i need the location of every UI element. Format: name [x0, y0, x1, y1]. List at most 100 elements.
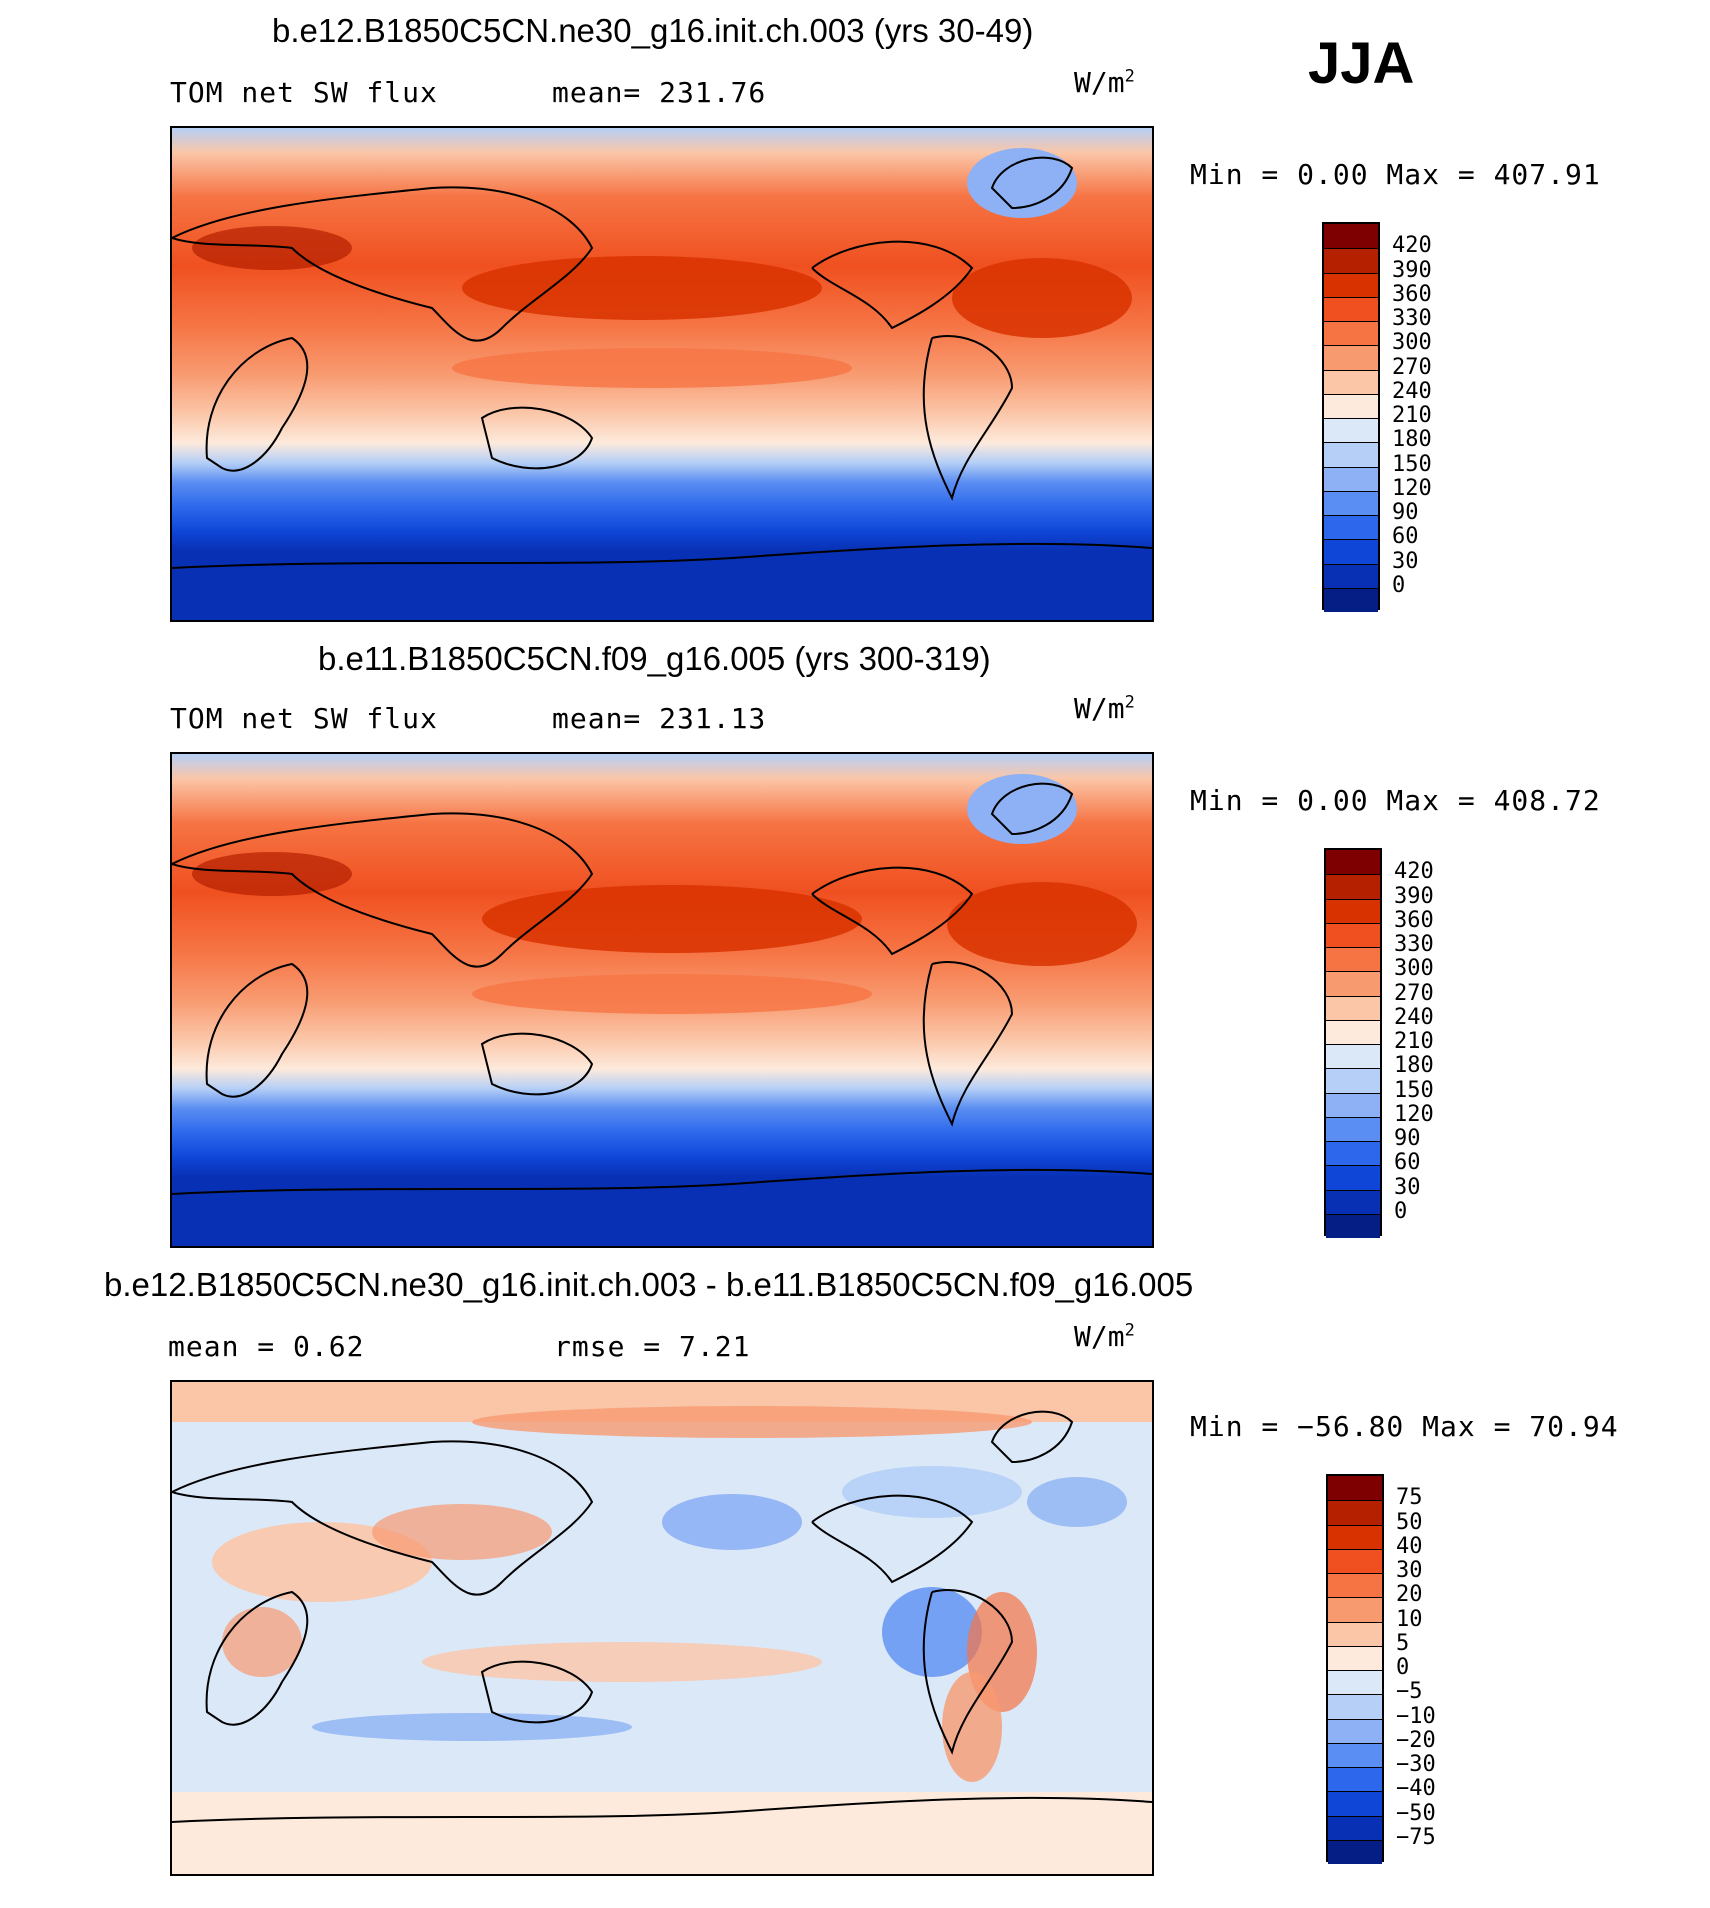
- colorbar-segment: [1328, 1767, 1382, 1792]
- panel-3-colorbar: [1326, 1474, 1384, 1864]
- panel-3-map: [170, 1380, 1154, 1876]
- panel-2-map: [170, 752, 1154, 1248]
- season-label: JJA: [1308, 31, 1415, 96]
- colorbar-segment: [1326, 1116, 1380, 1141]
- colorbar-segment: [1324, 272, 1378, 297]
- colorbar-tick-label: 20: [1396, 1582, 1423, 1608]
- colorbar-segment: [1328, 1718, 1382, 1743]
- colorbar-tick-label: 360: [1392, 281, 1432, 307]
- panel-1-map: [170, 126, 1154, 622]
- colorbar-tick-label: 270: [1394, 980, 1434, 1006]
- colorbar-segment: [1326, 1019, 1380, 1044]
- colorbar-segment: [1328, 1524, 1382, 1549]
- colorbar-segment: [1324, 321, 1378, 346]
- panel-2-minmax: Min = 0.00 Max = 408.72: [1190, 784, 1601, 817]
- colorbar-segment: [1324, 539, 1378, 564]
- panel-2-variable-label: TOM net SW flux: [170, 702, 438, 735]
- colorbar-segment: [1328, 1500, 1382, 1525]
- colorbar-segment: [1324, 563, 1378, 588]
- panel-2-field: [172, 754, 1152, 1246]
- panel-3-mean-label: mean = 0.62: [168, 1330, 365, 1363]
- colorbar-tick-label: 120: [1392, 475, 1432, 501]
- colorbar-tick-label: 390: [1394, 883, 1434, 909]
- colorbar-segment: [1324, 345, 1378, 370]
- colorbar-tick-label: −10: [1396, 1703, 1436, 1729]
- colorbar-tick-label: 30: [1392, 548, 1419, 574]
- colorbar-tick-label: 60: [1392, 524, 1419, 550]
- panel-1-mean-label: mean= 231.76: [552, 76, 767, 109]
- colorbar-tick-label: 420: [1394, 859, 1434, 885]
- colorbar-tick-label: 210: [1394, 1029, 1434, 1054]
- colorbar-segment: [1326, 922, 1380, 947]
- colorbar-segment: [1326, 995, 1380, 1020]
- panel-2-mean-label: mean= 231.13: [552, 702, 767, 735]
- colorbar-segment: [1328, 1742, 1382, 1767]
- panel-1-colorbar: [1322, 222, 1380, 612]
- colorbar-tick-label: 75: [1396, 1485, 1423, 1511]
- colorbar-segment: [1328, 1694, 1382, 1719]
- colorbar-tick-label: 5: [1396, 1630, 1410, 1656]
- colorbar-segment: [1328, 1621, 1382, 1646]
- colorbar-segment: [1324, 369, 1378, 394]
- panel-3-title: b.e12.B1850C5CN.ne30_g16.init.ch.003 - b…: [104, 1266, 1194, 1303]
- colorbar-tick-label: 330: [1392, 306, 1432, 331]
- colorbar-segment: [1328, 1548, 1382, 1573]
- colorbar-segment: [1328, 1573, 1382, 1598]
- colorbar-tick-label: 360: [1394, 907, 1434, 933]
- panel-1-units: W/m2: [1074, 66, 1135, 99]
- colorbar-tick-label: −75: [1396, 1824, 1436, 1850]
- colorbar-tick-label: 210: [1392, 403, 1432, 428]
- colorbar-tick-label: 240: [1392, 378, 1432, 404]
- panel-2-colorbar: [1324, 848, 1382, 1238]
- colorbar-tick-label: 300: [1394, 956, 1434, 982]
- colorbar-segment: [1326, 1141, 1380, 1166]
- panel-1-variable-label: TOM net SW flux: [170, 76, 438, 109]
- colorbar-tick-label: 180: [1394, 1053, 1434, 1079]
- colorbar-segment: [1328, 1815, 1382, 1840]
- colorbar-segment: [1328, 1476, 1382, 1501]
- colorbar-tick-label: 90: [1394, 1126, 1421, 1151]
- colorbar-segment: [1324, 490, 1378, 515]
- panel-1-title: b.e12.B1850C5CN.ne30_g16.init.ch.003 (yr…: [272, 12, 1034, 49]
- colorbar-tick-label: 150: [1392, 451, 1432, 477]
- colorbar-tick-label: 40: [1396, 1533, 1423, 1559]
- colorbar-tick-label: 240: [1394, 1004, 1434, 1030]
- colorbar-segment: [1326, 1189, 1380, 1214]
- colorbar-segment: [1326, 971, 1380, 996]
- colorbar-tick-label: 30: [1396, 1558, 1423, 1583]
- colorbar-segment: [1328, 1670, 1382, 1695]
- colorbar-segment: [1324, 442, 1378, 467]
- colorbar-segment: [1326, 1092, 1380, 1117]
- colorbar-segment: [1328, 1791, 1382, 1816]
- panel-3-units: W/m2: [1074, 1320, 1135, 1353]
- colorbar-tick-label: 150: [1394, 1077, 1434, 1103]
- colorbar-segment: [1324, 224, 1378, 249]
- colorbar-segment: [1326, 1068, 1380, 1093]
- colorbar-tick-label: 10: [1396, 1606, 1423, 1632]
- colorbar-tick-label: 50: [1396, 1509, 1423, 1535]
- panel-3-field: [172, 1382, 1152, 1874]
- colorbar-segment: [1324, 418, 1378, 443]
- colorbar-tick-label: −20: [1396, 1727, 1436, 1753]
- colorbar-segment: [1328, 1597, 1382, 1622]
- colorbar-tick-label: −30: [1396, 1752, 1436, 1777]
- colorbar-tick-label: −5: [1396, 1679, 1423, 1705]
- colorbar-segment: [1326, 850, 1380, 875]
- colorbar-tick-label: 30: [1394, 1174, 1421, 1200]
- colorbar-segment: [1326, 1213, 1380, 1238]
- colorbar-segment: [1324, 248, 1378, 273]
- colorbar-segment: [1326, 1165, 1380, 1190]
- colorbar-segment: [1324, 466, 1378, 491]
- colorbar-segment: [1326, 1044, 1380, 1069]
- panel-2-units: W/m2: [1074, 692, 1135, 725]
- panel-2-title: b.e11.B1850C5CN.f09_g16.005 (yrs 300-319…: [318, 640, 991, 677]
- colorbar-tick-label: 0: [1392, 572, 1406, 598]
- panel-1-field: [172, 128, 1152, 620]
- colorbar-tick-label: 420: [1392, 233, 1432, 259]
- colorbar-tick-label: 390: [1392, 257, 1432, 283]
- colorbar-segment: [1326, 898, 1380, 923]
- colorbar-tick-label: 0: [1396, 1655, 1410, 1680]
- colorbar-tick-label: 120: [1394, 1101, 1434, 1127]
- colorbar-segment: [1324, 393, 1378, 418]
- colorbar-segment: [1326, 947, 1380, 972]
